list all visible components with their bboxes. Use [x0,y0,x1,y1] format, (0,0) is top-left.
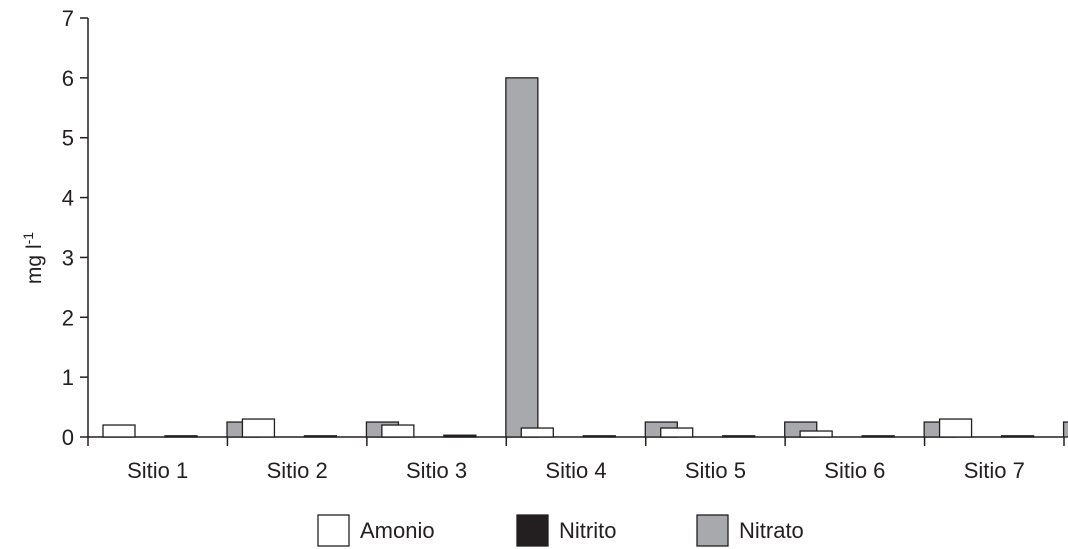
y-tick-label: 4 [62,186,74,211]
x-axis: Sitio 1 Sitio 2 Sitio 3 Sitio 4 Sitio 5 Sitio… [87,436,1065,483]
bar-amonio-sitio-5 [660,427,694,438]
bar-nitrito-sitio-7 [1000,435,1035,438]
bar-nitrito-sitio-1 [164,435,198,438]
y-axis: 0 1 2 3 4 5 6 7 [62,6,89,450]
bar-amonio-sitio-4 [520,427,554,438]
bars [102,77,1068,438]
bar-nitrito-sitio-5 [722,435,756,438]
bar-amonio-sitio-2 [241,418,276,438]
bar-nitrato-sitio-7 [1062,421,1068,438]
bar-nitrito-sitio-2 [303,435,338,438]
y-tick-label: 2 [62,305,74,330]
y-tick-label: 7 [62,6,74,31]
y-tick-label: 0 [62,425,74,450]
x-tick-label: Sitio 6 [824,458,885,483]
bar-nitrito-sitio-6 [861,435,895,438]
x-tick-label: Sitio 4 [545,458,606,483]
bar-amonio-sitio-1 [102,424,136,438]
y-tick-label: 6 [62,66,74,91]
bar-nitrato-sitio-3 [505,77,539,438]
x-tick-label: Sitio 2 [267,458,328,483]
legend-swatch-nitrito [516,514,549,547]
bar-nitrito-sitio-4 [582,435,616,438]
legend-label-amonio: Amonio [360,518,435,543]
x-tick-label: Sitio 1 [127,458,188,483]
y-tick-label: 5 [62,126,74,151]
legend-swatch-amonio [317,514,350,547]
legend-swatch-nitrato [696,514,729,547]
y-tick-label: 3 [62,245,74,270]
x-tick-label: Sitio 3 [406,458,467,483]
y-axis-label: mg l-1 [20,232,46,284]
x-tick-label: Sitio 5 [685,458,746,483]
x-tick-label: Sitio 7 [964,458,1025,483]
y-tick-label: 1 [62,365,74,390]
legend: Amonio Nitrito Nitrato [317,514,804,547]
bar-amonio-sitio-7 [938,418,973,438]
legend-label-nitrato: Nitrato [739,518,804,543]
bar-amonio-sitio-3 [381,424,415,438]
legend-label-nitrito: Nitrito [559,518,616,543]
bar-amonio-sitio-6 [799,430,833,438]
bar-nitrito-sitio-3 [443,434,477,438]
